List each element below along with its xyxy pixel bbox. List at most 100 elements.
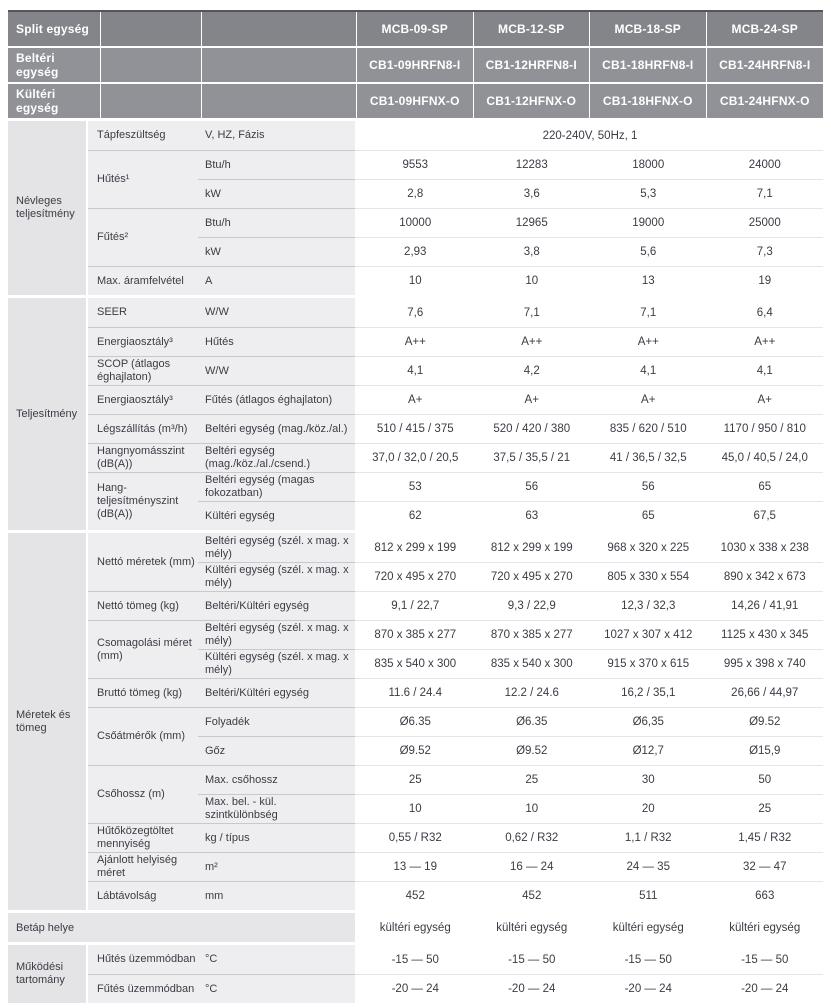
- model-name: MCB-12-SP: [474, 12, 590, 46]
- header-empty-cell: [101, 48, 202, 82]
- spec-value: 0,62 / R32: [473, 823, 590, 852]
- spec-detail: Gőz: [198, 736, 357, 765]
- spec-detail: Beltéri egység (mag./köz./al.): [198, 414, 357, 443]
- spec-detail: Beltéri egység (szél. x mag. x mély): [198, 533, 357, 562]
- model-name: CB1-09HFNX-O: [357, 84, 474, 118]
- spec-value: A+: [590, 385, 707, 414]
- spec-value: 0,55 / R32: [357, 823, 474, 852]
- spec-value: 7,6: [357, 298, 474, 327]
- spec-detail: Max. bel. - kül. szintkülönbség: [198, 794, 357, 823]
- spec-value: 812 x 299 x 199: [357, 533, 474, 562]
- spec-value: 870 x 385 x 277: [357, 620, 474, 649]
- spec-parameter: Hűtés¹: [88, 150, 198, 208]
- spec-detail: Btu/h: [198, 208, 357, 237]
- spec-parameter: Energiaosztály³: [88, 327, 198, 356]
- spec-value: -20 — 24: [706, 974, 823, 1003]
- spec-value: 520 / 420 / 380: [473, 414, 590, 443]
- spec-value: Ø12,7: [590, 736, 707, 765]
- spec-value: 20: [590, 794, 707, 823]
- spec-value: 63: [473, 501, 590, 530]
- spec-detail: W/W: [198, 356, 357, 385]
- spec-value: 5,6: [590, 237, 707, 266]
- spec-value: kültéri egység: [473, 913, 590, 942]
- spec-value: 10: [473, 794, 590, 823]
- spec-parameter: Max. áramfelvétel: [88, 266, 198, 295]
- model-name: CB1-18HRFN8-I: [590, 48, 707, 82]
- spec-value: 10: [357, 266, 474, 295]
- model-name: MCB-09-SP: [357, 12, 474, 46]
- spec-parameter: Nettó tömeg (kg): [88, 591, 198, 620]
- spec-value: 2,8: [357, 179, 474, 208]
- spec-value: 41 / 36,5 / 32,5: [590, 443, 707, 472]
- spec-value: 11.6 / 24.4: [357, 678, 474, 707]
- spec-value: 26,66 / 44,97: [706, 678, 823, 707]
- spec-value: 4,1: [706, 356, 823, 385]
- spec-parameter: SEER: [88, 298, 198, 327]
- model-name: CB1-24HFNX-O: [719, 94, 810, 108]
- spec-value: 25: [473, 765, 590, 794]
- spec-parameter: Csőátmérők (mm): [88, 707, 198, 765]
- spec-detail: °C: [198, 945, 357, 974]
- spec-value: 37,0 / 32,0 / 20,5: [357, 443, 474, 472]
- spec-value: A++: [357, 327, 474, 356]
- spec-parameter: Energiaosztály³: [88, 385, 198, 414]
- spec-detail: W/W: [198, 298, 357, 327]
- spec-value: 56: [473, 472, 590, 501]
- spec-value: 18000: [590, 150, 707, 179]
- spec-value: 6,4: [706, 298, 823, 327]
- spec-value: 14,26 / 41,91: [706, 591, 823, 620]
- spec-value: 1125 x 430 x 345: [706, 620, 823, 649]
- spec-parameter: Csomagolási méret (mm): [88, 620, 198, 678]
- spec-value: 10: [357, 794, 474, 823]
- spec-detail: Kültéri egység (szél. x mag. x mély): [198, 562, 357, 591]
- spec-value: -15 — 50: [473, 945, 590, 974]
- table-header-row-split: Split egység MCB-09-SP MCB-12-SP MCB-18-…: [8, 12, 823, 46]
- spec-value: 45,0 / 40,5 / 24,0: [706, 443, 823, 472]
- spec-value: 25: [357, 765, 474, 794]
- spec-parameter: Bruttó tömeg (kg): [88, 678, 198, 707]
- spec-value: A+: [473, 385, 590, 414]
- spec-parameter: Légszállítás (m³/h): [88, 414, 198, 443]
- spec-value: 1027 x 307 x 412: [590, 620, 707, 649]
- spec-detail: A: [198, 266, 357, 295]
- spec-value: 835 x 540 x 300: [357, 649, 474, 678]
- spec-value: 25000: [706, 208, 823, 237]
- row-label: Kültéri egység: [8, 84, 101, 118]
- table-header-row-outdoor: Kültéri egység CB1-09HFNX-O CB1-12HFNX-O…: [8, 84, 823, 118]
- spec-parameter: Fűtés üzemmódban: [88, 974, 198, 1003]
- section-operating-range: Működési tartomány Hűtés üzemmódban °C -…: [8, 945, 823, 1003]
- spec-value: 24000: [706, 150, 823, 179]
- spec-value: Ø15,9: [706, 736, 823, 765]
- spec-detail: Beltéri/Kültéri egység: [198, 591, 357, 620]
- spec-detail: kg / típus: [198, 823, 357, 852]
- spec-detail: m²: [198, 852, 357, 881]
- header-empty-cell: [202, 48, 357, 82]
- spec-value: 1,45 / R32: [706, 823, 823, 852]
- spec-value: 1030 x 338 x 238: [706, 533, 823, 562]
- model-name: CB1-12HRFN8-I: [474, 48, 590, 82]
- spec-value: 19: [706, 266, 823, 295]
- spec-value: 3,8: [473, 237, 590, 266]
- spec-value: -15 — 50: [357, 945, 474, 974]
- spec-value: 16,2 / 35,1: [590, 678, 707, 707]
- spec-value: 835 x 540 x 300: [473, 649, 590, 678]
- spec-parameter: Csőhossz (m): [88, 765, 198, 823]
- spec-value: Ø6.35: [473, 707, 590, 736]
- spec-detail: Hűtés: [198, 327, 357, 356]
- section-nominal-performance: Névleges teljesítmény Tápfeszültség V, H…: [8, 121, 823, 295]
- spec-detail: Folyadék: [198, 707, 357, 736]
- spec-parameter: Nettó méretek (mm): [88, 533, 198, 591]
- spec-value: 7,1: [590, 298, 707, 327]
- spec-value: 24 — 35: [590, 852, 707, 881]
- spec-value: 452: [357, 881, 474, 910]
- spec-value: 4,1: [590, 356, 707, 385]
- section-category: Betáp helye: [8, 913, 357, 942]
- spec-value: -20 — 24: [357, 974, 474, 1003]
- spec-value: 5,3: [590, 179, 707, 208]
- spec-value: 10000: [357, 208, 474, 237]
- header-empty-cell: [101, 12, 202, 46]
- spec-value: -15 — 50: [706, 945, 823, 974]
- spec-parameter: Hűtőközegtöltet mennyiség: [88, 823, 198, 852]
- spec-detail: V, HZ, Fázis: [198, 121, 357, 150]
